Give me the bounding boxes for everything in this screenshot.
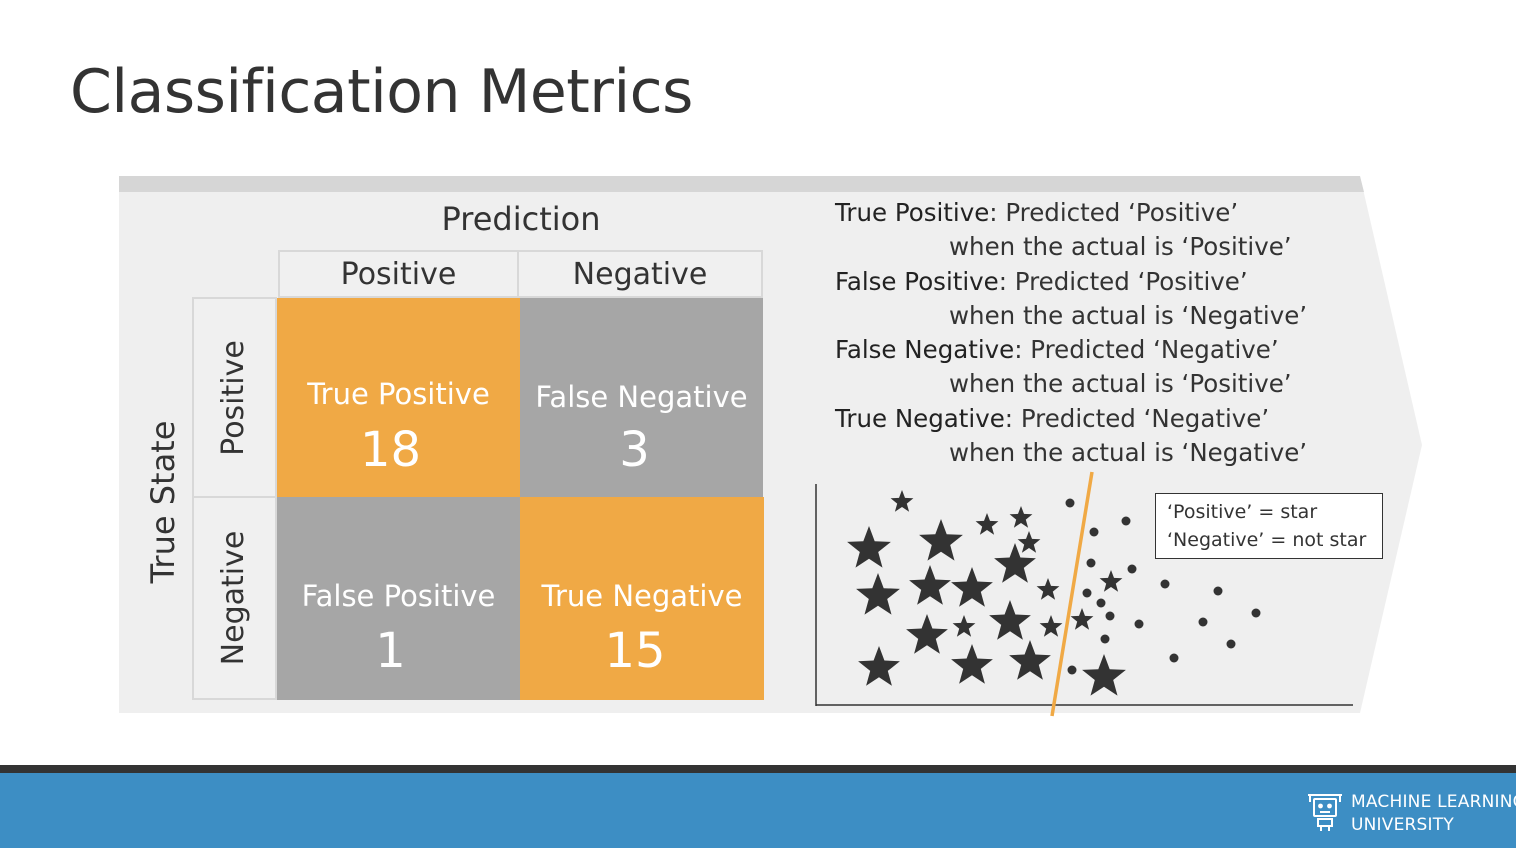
footer-divider	[0, 765, 1516, 773]
robot-icon	[1308, 794, 1342, 831]
star-point	[856, 573, 900, 615]
cell-true-negative: True Negative 15	[520, 497, 764, 700]
dot-point	[1160, 579, 1170, 589]
definition-term: True Positive	[835, 198, 990, 227]
star-point	[1017, 531, 1041, 553]
dot-point	[1134, 619, 1144, 629]
cell-false-negative: False Negative 3	[520, 298, 763, 497]
dot-point	[1105, 611, 1115, 621]
cell-false-positive-name: False Positive	[301, 579, 496, 613]
definition-true-positive: True Positive: Predicted ‘Positive’ when…	[835, 196, 1307, 265]
definition-text-cont: when the actual is ‘Negative’	[949, 438, 1308, 468]
star-point	[890, 490, 914, 512]
slide-title: Classification Metrics	[70, 57, 693, 127]
prediction-label: Prediction	[441, 200, 601, 238]
dot-point	[1251, 608, 1261, 618]
dot-point	[1100, 634, 1110, 644]
definition-term: False Positive	[835, 266, 999, 296]
dot-point	[1169, 653, 1179, 663]
star-point	[994, 543, 1036, 583]
dot-point	[1226, 639, 1236, 649]
decision-boundary	[1050, 471, 1094, 717]
legend-positive: ‘Positive’ = star	[1167, 501, 1318, 523]
brand-name: MACHINE LEARNING UNIVERSITY	[1351, 791, 1516, 837]
scatter-axes	[815, 484, 1353, 706]
definition-text: : Predicted ‘Negative’	[1014, 335, 1279, 365]
column-header-positive-label: Positive	[340, 256, 457, 292]
star-point	[1009, 640, 1051, 680]
dot-point	[1082, 588, 1092, 598]
scatter-legend: ‘Positive’ = star ‘Negative’ = not star	[1155, 493, 1383, 559]
column-header-negative: Negative	[517, 250, 763, 298]
dot-point	[1089, 527, 1099, 537]
star-point	[919, 519, 963, 561]
cell-false-positive: False Positive 1	[277, 497, 520, 700]
definition-term: False Negative	[835, 335, 1015, 365]
definition-term: True Negative	[835, 403, 1005, 433]
star-point	[1036, 578, 1060, 600]
definition-text: : Predicted ‘Positive’	[989, 198, 1239, 227]
column-header-positive: Positive	[278, 250, 519, 298]
star-point	[1099, 570, 1123, 592]
star-point	[1070, 608, 1094, 630]
star-point	[909, 565, 951, 605]
dot-point	[1096, 598, 1106, 608]
star-point	[989, 600, 1031, 640]
dot-points	[1065, 498, 1261, 675]
cell-true-negative-value: 15	[604, 623, 666, 679]
star-point	[906, 614, 948, 654]
cell-false-negative-name: False Negative	[535, 380, 748, 414]
cell-true-positive-value: 18	[359, 422, 422, 478]
row-header-negative	[192, 496, 277, 700]
star-point	[952, 615, 976, 637]
star-point	[951, 567, 993, 607]
row-header-positive	[192, 297, 277, 498]
definition-text: : Predicted ‘Negative’	[1004, 403, 1270, 433]
definition-text-cont: when the actual is ‘Positive’	[949, 232, 1292, 262]
star-point	[1009, 506, 1033, 528]
cell-true-positive: True Positive 18	[277, 298, 520, 497]
footer-bar	[0, 773, 1516, 848]
cell-true-positive-name: True Positive	[307, 377, 490, 411]
definitions-list: True Positive: Predicted ‘Positive’ when…	[835, 196, 1307, 470]
star-point	[951, 644, 993, 684]
star-points	[847, 490, 1126, 696]
definition-false-negative: False Negative: Predicted ‘Negative’ whe…	[835, 333, 1307, 402]
definition-text-cont: when the actual is ‘Negative’	[949, 300, 1308, 330]
dot-point	[1198, 617, 1208, 627]
star-point	[847, 526, 891, 568]
dot-point	[1086, 558, 1096, 568]
star-point	[1039, 615, 1063, 637]
dot-point	[1127, 564, 1137, 574]
legend-negative: ‘Negative’ = not star	[1167, 529, 1367, 551]
brand-line-2: UNIVERSITY	[1351, 815, 1454, 835]
definition-true-negative: True Negative: Predicted ‘Negative’ when…	[835, 402, 1307, 471]
dot-point	[1121, 516, 1131, 526]
column-header-negative-label: Negative	[572, 256, 708, 292]
definition-text: : Predicted ‘Positive’	[998, 266, 1248, 296]
definition-false-positive: False Positive: Predicted ‘Positive’ whe…	[835, 265, 1307, 334]
star-point	[975, 513, 999, 535]
cell-true-negative-name: True Negative	[541, 579, 743, 613]
star-point	[1082, 654, 1126, 696]
cell-false-negative-value: 3	[619, 422, 650, 478]
star-point	[858, 646, 900, 686]
cell-false-positive-value: 1	[375, 623, 406, 679]
brand-line-1: MACHINE LEARNING	[1351, 792, 1516, 812]
definition-text-cont: when the actual is ‘Positive’	[949, 369, 1292, 399]
dot-point	[1065, 498, 1075, 508]
dot-point	[1213, 586, 1223, 596]
dot-point	[1067, 665, 1077, 675]
